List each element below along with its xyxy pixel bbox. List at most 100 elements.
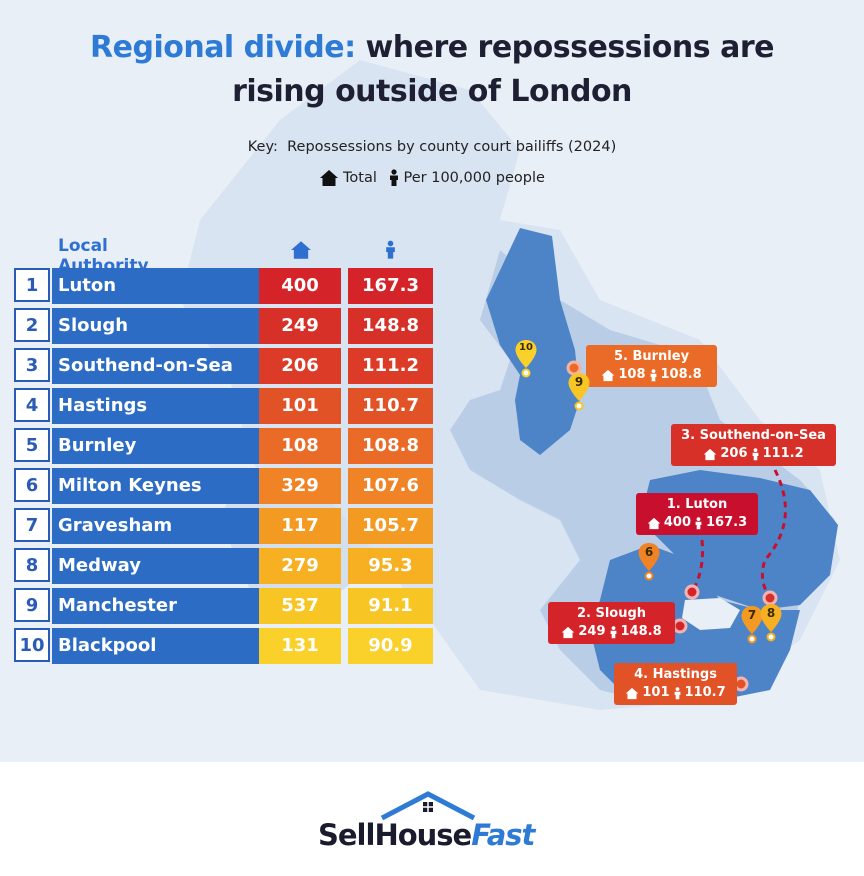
rank-number: 4 <box>14 388 50 422</box>
location-dot-southend <box>762 590 778 606</box>
total-value: 400 <box>259 268 341 304</box>
map-pin-7: 7 <box>740 604 764 644</box>
map-pin-9: 9 <box>567 371 591 411</box>
callout-luton-per: 167.3 <box>706 515 748 530</box>
rank-number: 3 <box>14 348 50 382</box>
map-pin-10: 10 <box>514 338 538 378</box>
callout-southend: 3. Southend-on-Sea 206 111.2 <box>671 424 836 466</box>
per-100k-value: 105.7 <box>348 508 433 544</box>
map-pin-label: 9 <box>574 375 584 389</box>
per-100k-value: 108.8 <box>348 428 433 464</box>
per-100k-value: 148.8 <box>348 308 433 344</box>
person-icon <box>610 625 616 638</box>
authority-name: Blackpool <box>52 628 259 664</box>
per-100k-value: 95.3 <box>348 548 433 584</box>
map-region-northwest <box>486 228 580 455</box>
logo-sell: Sell <box>318 818 375 852</box>
title-rest: where repossessions are <box>355 30 775 65</box>
rank-number: 5 <box>14 428 50 462</box>
callout-slough-total: 249 <box>578 624 606 639</box>
per-100k-value: 90.9 <box>348 628 433 664</box>
callout-slough-title: 2. Slough <box>576 606 647 621</box>
total-value: 329 <box>259 468 341 504</box>
location-dot-burnley <box>566 360 582 376</box>
per-100k-value: 167.3 <box>348 268 433 304</box>
authority-name: Luton <box>52 268 259 304</box>
map-pin-icon <box>568 373 590 411</box>
logo-text: SellHouseFast <box>318 818 535 852</box>
person-icon <box>752 447 758 460</box>
callout-hastings-stats: 101 110.7 <box>620 684 731 702</box>
total-value: 131 <box>259 628 341 664</box>
table-row: 1 Luton 400 167.3 <box>14 268 434 304</box>
callout-southend-stats: 206 111.2 <box>677 445 830 463</box>
map-pin-icon <box>515 340 537 378</box>
house-icon <box>562 626 575 638</box>
infographic: Regional divide: where repossessions are… <box>0 0 864 762</box>
rank-number: 9 <box>14 588 50 622</box>
total-value: 249 <box>259 308 341 344</box>
person-icon <box>389 169 398 186</box>
authority-name: Gravesham <box>52 508 259 544</box>
table-row: 2 Slough 249 148.8 <box>14 308 434 344</box>
total-value: 537 <box>259 588 341 624</box>
table-row: 3 Southend-on-Sea 206 111.2 <box>14 348 434 384</box>
footer <box>0 762 864 876</box>
callout-slough-stats: 249 148.8 <box>554 623 669 641</box>
table-row: 4 Hastings 101 110.7 <box>14 388 434 424</box>
callout-hastings-total: 101 <box>642 685 670 700</box>
callout-burnley-stats: 108 108.8 <box>592 366 711 384</box>
key-line: Key: Repossessions by county court baili… <box>0 139 864 155</box>
callout-hastings-title: 4. Hastings <box>634 667 717 682</box>
callout-hastings-per: 110.7 <box>684 685 726 700</box>
table-row: 6 Milton Keynes 329 107.6 <box>14 468 434 504</box>
location-dot-slough <box>672 618 688 634</box>
connector-southend <box>760 469 787 599</box>
roof-icon <box>380 791 476 820</box>
rank-number: 7 <box>14 508 50 542</box>
map-pin-icon <box>760 604 782 642</box>
key-legend: Total Per 100,000 people <box>0 169 864 191</box>
title-accent: Regional divide: <box>90 30 356 65</box>
total-value: 206 <box>259 348 341 384</box>
map-london <box>682 598 740 630</box>
legend-total: Total <box>319 169 377 187</box>
key-label: Key: <box>247 139 278 155</box>
callout-luton-stats: 400 167.3 <box>642 514 752 532</box>
person-icon <box>695 516 702 529</box>
map-pin-label: 7 <box>747 608 757 622</box>
rank-number: 10 <box>14 628 50 662</box>
table-row: 5 Burnley 108 108.8 <box>14 428 434 464</box>
map-pin-label: 6 <box>644 545 654 559</box>
callout-southend-total: 206 <box>720 446 748 461</box>
legend-per: Per 100,000 people <box>388 169 545 187</box>
per-100k-value: 110.7 <box>348 388 433 424</box>
house-icon <box>647 517 661 529</box>
rank-number: 1 <box>14 268 50 302</box>
authority-name: Hastings <box>52 388 259 424</box>
authority-name: Southend-on-Sea <box>52 348 259 384</box>
total-value: 117 <box>259 508 341 544</box>
callout-slough-per: 148.8 <box>620 624 662 639</box>
person-icon <box>650 368 656 381</box>
house-icon <box>602 369 615 381</box>
title-line-2: rising outside of London <box>232 74 632 109</box>
callout-burnley-total: 108 <box>618 367 646 382</box>
map-pin-icon <box>638 543 660 581</box>
title-line-1: Regional divide: where repossessions are <box>0 28 864 68</box>
per-100k-value: 107.6 <box>348 468 433 504</box>
total-value: 108 <box>259 428 341 464</box>
map-pin-label: 8 <box>766 606 776 620</box>
table-row: 10 Blackpool 131 90.9 <box>14 628 434 664</box>
authority-name: Burnley <box>52 428 259 464</box>
house-icon <box>704 448 717 460</box>
callout-luton: 1. Luton 400 167.3 <box>636 493 758 535</box>
map-pin-label: 10 <box>519 342 533 353</box>
table-row: 7 Gravesham 117 105.7 <box>14 508 434 544</box>
legend-total-label: Total <box>343 170 377 186</box>
table-row: 8 Medway 279 95.3 <box>14 548 434 584</box>
rank-number: 6 <box>14 468 50 502</box>
callout-southend-title: 3. Southend-on-Sea <box>681 428 826 443</box>
key-description: Repossessions by county court bailiffs (… <box>287 139 617 155</box>
per-100k-value: 111.2 <box>348 348 433 384</box>
